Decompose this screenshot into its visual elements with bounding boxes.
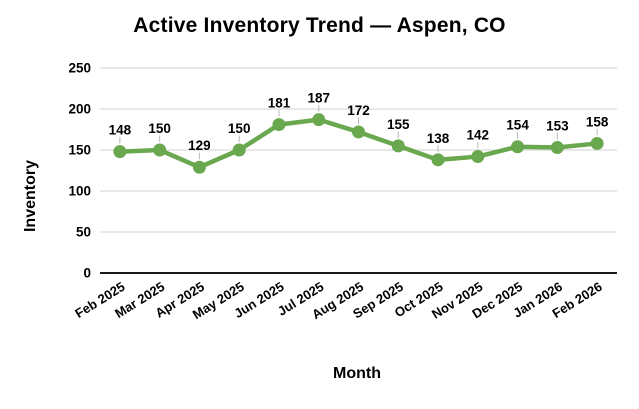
data-label: 142 [467,128,490,143]
data-label: 150 [148,121,171,136]
data-label: 172 [347,103,370,118]
data-point-marker [391,139,405,153]
data-point-marker [192,160,206,174]
data-point-marker [550,141,564,155]
data-label: 154 [506,118,529,133]
chart-title: Active Inventory Trend — Aspen, CO [133,14,506,37]
data-point-marker [312,113,326,127]
data-point-marker [153,143,167,157]
y-tick-label: 50 [76,225,91,240]
data-label: 181 [268,96,291,111]
data-label: 150 [228,121,251,136]
y-tick-label: 100 [68,184,91,199]
y-tick-label: 200 [68,102,91,117]
data-point-marker [232,143,246,157]
y-tick-label: 250 [68,61,91,76]
data-point-marker [511,140,525,154]
data-label: 148 [109,123,132,138]
data-label: 187 [307,91,330,106]
x-axis-title: Month [333,365,381,382]
data-point-marker [431,153,445,167]
data-label: 155 [387,117,410,132]
y-tick-label: 0 [83,266,91,281]
data-point-marker [272,118,286,132]
data-label: 158 [586,114,609,129]
data-label: 153 [546,119,569,134]
data-point-marker [471,150,485,164]
data-point-marker [352,125,365,139]
data-point-marker [113,145,127,159]
data-label: 138 [427,131,450,146]
data-label: 129 [188,138,211,153]
y-tick-label: 150 [68,143,91,158]
data-point-marker [590,136,604,150]
